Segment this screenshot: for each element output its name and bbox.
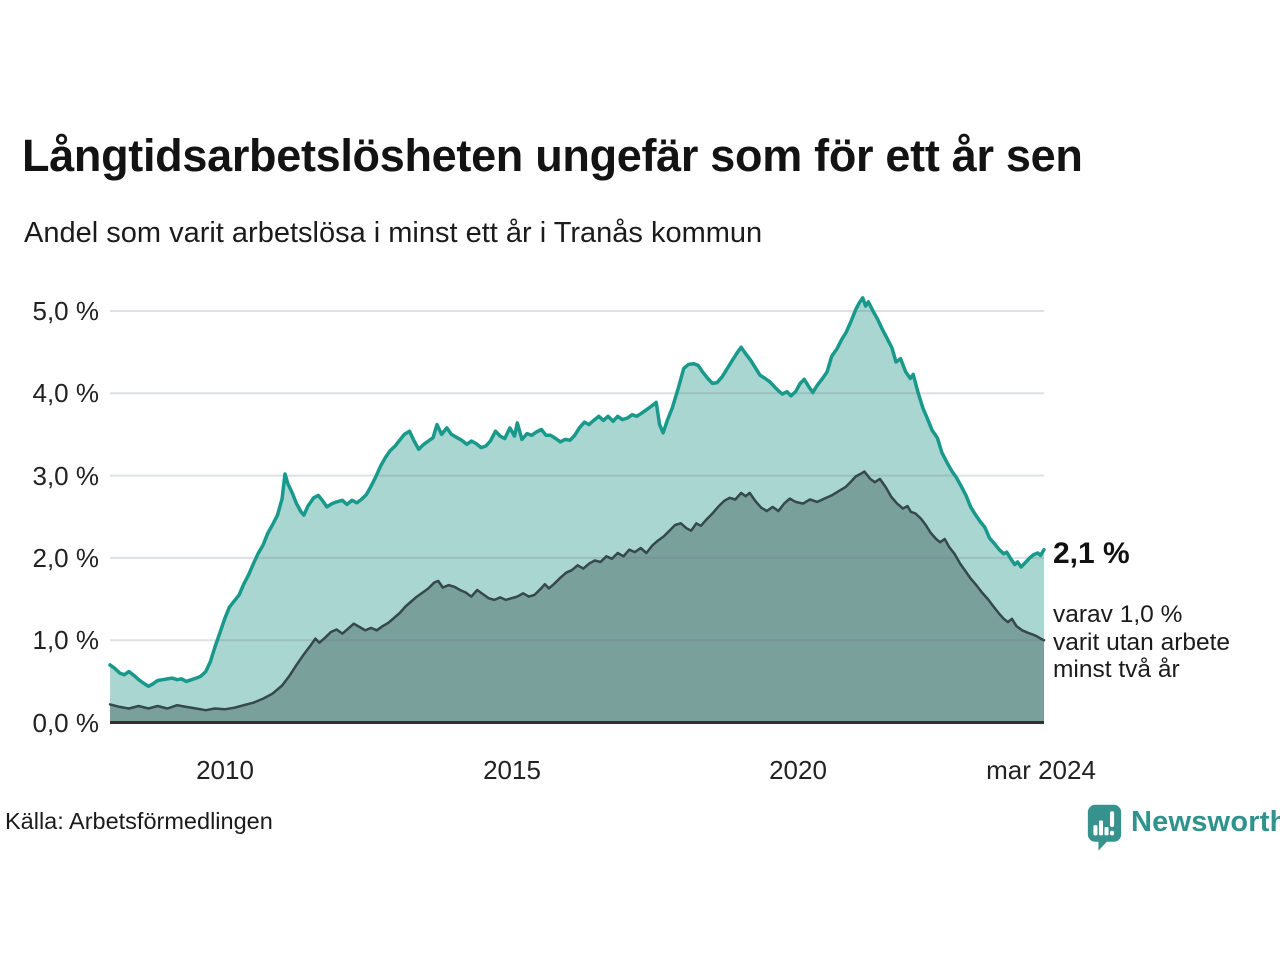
chart-subtitle: Andel som varit arbetslösa i minst ett å…	[24, 217, 763, 249]
line-series-2	[108, 470, 1046, 712]
secondary-annotation-line-1: varav 1,0 %	[1053, 601, 1183, 628]
area-fill-series-1	[110, 297, 1044, 723]
secondary-annotation-line-3: minst två år	[1053, 656, 1180, 683]
y-axis-label: 1,0 %	[32, 625, 100, 655]
secondary-annotation: varav 1,0 % varit utan arbete minst två …	[1053, 601, 1230, 684]
y-axis-label: 4,0 %	[32, 378, 100, 408]
x-axis-label: 2010	[196, 755, 254, 785]
secondary-annotation-line-2: varit utan arbete	[1053, 628, 1231, 656]
newsworthy-speech-bubble-icon	[1087, 804, 1122, 851]
y-axis-label: 0,0 %	[32, 708, 100, 738]
y-axis-label: 2,0 %	[32, 543, 100, 573]
line-series-1	[108, 296, 1046, 689]
x-axis-label: mar 2024	[986, 755, 1096, 785]
x-axis-label: 2020	[769, 755, 827, 785]
newsworthy-logo-text: Newsworthy	[1131, 806, 1280, 838]
y-axis-label: 5,0 %	[32, 296, 100, 326]
latest-value-annotation: 2,1 %	[1053, 537, 1130, 570]
y-axis-label: 3,0 %	[32, 461, 100, 491]
x-axis-label: 2015	[483, 755, 541, 785]
newsworthy-logo: Newsworthy	[1086, 802, 1280, 852]
source-note: Källa: Arbetsförmedlingen	[5, 808, 273, 834]
page-title: Långtidsarbetslösheten ungefär som för e…	[22, 130, 1083, 181]
area-fill-series-2	[110, 471, 1044, 723]
